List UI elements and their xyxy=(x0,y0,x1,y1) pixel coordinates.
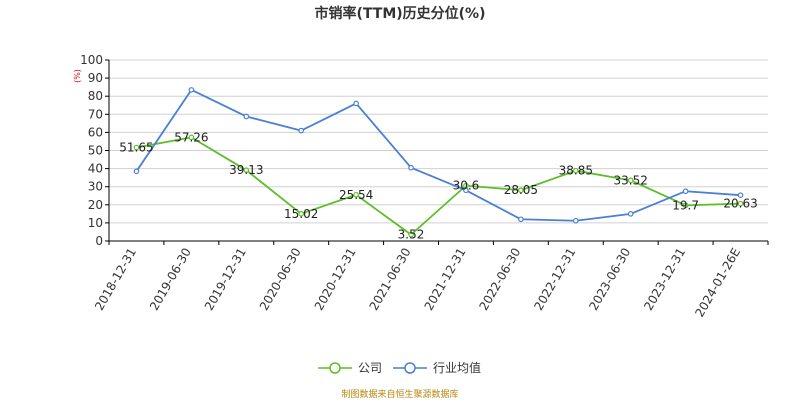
chart-title: 市销率(TTM)历史分位(%) xyxy=(315,5,486,22)
legend-company-label: 公司 xyxy=(358,361,382,375)
data-point xyxy=(627,177,634,184)
data-point xyxy=(188,134,195,141)
data-point xyxy=(243,113,250,120)
data-point xyxy=(682,202,689,209)
data-label: 28.05 xyxy=(504,183,538,197)
y-tick-label: 100 xyxy=(80,53,103,67)
data-point xyxy=(298,127,305,134)
x-tick-label: 2022-06-30 xyxy=(476,246,523,313)
data-point xyxy=(243,167,250,173)
data-label: 30.6 xyxy=(453,179,480,193)
series-lines xyxy=(133,87,744,238)
legend-item-industry-avg[interactable]: 行业均值 xyxy=(393,360,481,375)
data-label: 39.13 xyxy=(229,163,263,177)
data-point xyxy=(188,87,195,93)
legend-industry-marker-icon xyxy=(404,362,416,374)
data-label: 51.65 xyxy=(119,141,153,155)
series-line-1 xyxy=(135,88,741,222)
y-tick-label: 70 xyxy=(88,107,103,121)
y-tick-label: 30 xyxy=(88,180,103,194)
legend-industry-label: 行业均值 xyxy=(433,360,481,375)
y-tick-label: 0 xyxy=(95,234,103,248)
data-point xyxy=(572,217,579,224)
data-point xyxy=(353,100,359,107)
legend-item-company[interactable]: 公司 xyxy=(318,361,382,375)
data-label: 33.52 xyxy=(614,173,648,187)
data-point xyxy=(133,144,140,151)
x-tick-label: 2020-06-30 xyxy=(257,246,304,313)
data-label: 15.02 xyxy=(284,207,318,221)
x-tick-label: 2021-12-31 xyxy=(422,246,469,313)
data-point xyxy=(298,211,305,217)
data-label: 19.7 xyxy=(672,198,699,212)
grid xyxy=(109,59,768,242)
y-tick-label: 20 xyxy=(88,198,103,212)
data-label: 38.85 xyxy=(559,164,593,178)
y-tick-label: 90 xyxy=(88,71,103,85)
x-tick-label: 2021-06-30 xyxy=(367,246,414,313)
data-point xyxy=(353,191,359,198)
data-point xyxy=(463,187,469,194)
y-tick-label: 10 xyxy=(88,216,103,230)
data-label: 3.52 xyxy=(398,228,425,242)
data-label: 20.63 xyxy=(723,197,757,211)
data-labels: 51.65 57.26 39.13 15.02 25.54 3.52 30.6 28.05 38… xyxy=(119,130,757,241)
x-tick-label: 2024-01-26E xyxy=(692,246,743,320)
data-point xyxy=(737,192,744,199)
data-point xyxy=(572,167,579,174)
y-tick-label: 40 xyxy=(88,162,103,176)
y-tick-label: 50 xyxy=(88,144,103,158)
legend-company-marker-icon xyxy=(329,362,341,374)
x-tick-label: 2022-12-31 xyxy=(531,246,578,313)
x-tick-label: 2023-12-31 xyxy=(641,246,688,313)
x-tick-label: 2023-06-30 xyxy=(586,246,633,313)
data-point xyxy=(682,188,689,195)
data-label: 25.54 xyxy=(339,188,373,202)
legend: 公司 行业均值 xyxy=(318,360,481,375)
series-line-0 xyxy=(136,136,741,236)
data-point xyxy=(737,200,744,207)
data-point xyxy=(408,164,414,171)
y-tick-label: 60 xyxy=(88,125,103,139)
x-tick-label: 2019-06-30 xyxy=(147,246,194,313)
x-tick-label: 2020-12-31 xyxy=(312,246,359,313)
data-point xyxy=(133,168,140,175)
data-point xyxy=(627,211,634,217)
data-label: 57.26 xyxy=(174,130,208,144)
data-point xyxy=(518,187,524,194)
y-tick-label: 80 xyxy=(88,89,103,103)
y-axis-unit: (%) xyxy=(73,69,82,83)
x-tick-label: 2018-12-31 xyxy=(92,246,139,313)
source-note: 制图数据来自恒生聚源数据库 xyxy=(341,388,458,400)
data-point xyxy=(518,216,524,223)
data-point xyxy=(408,231,414,238)
x-tick-label: 2019-12-31 xyxy=(202,246,249,313)
